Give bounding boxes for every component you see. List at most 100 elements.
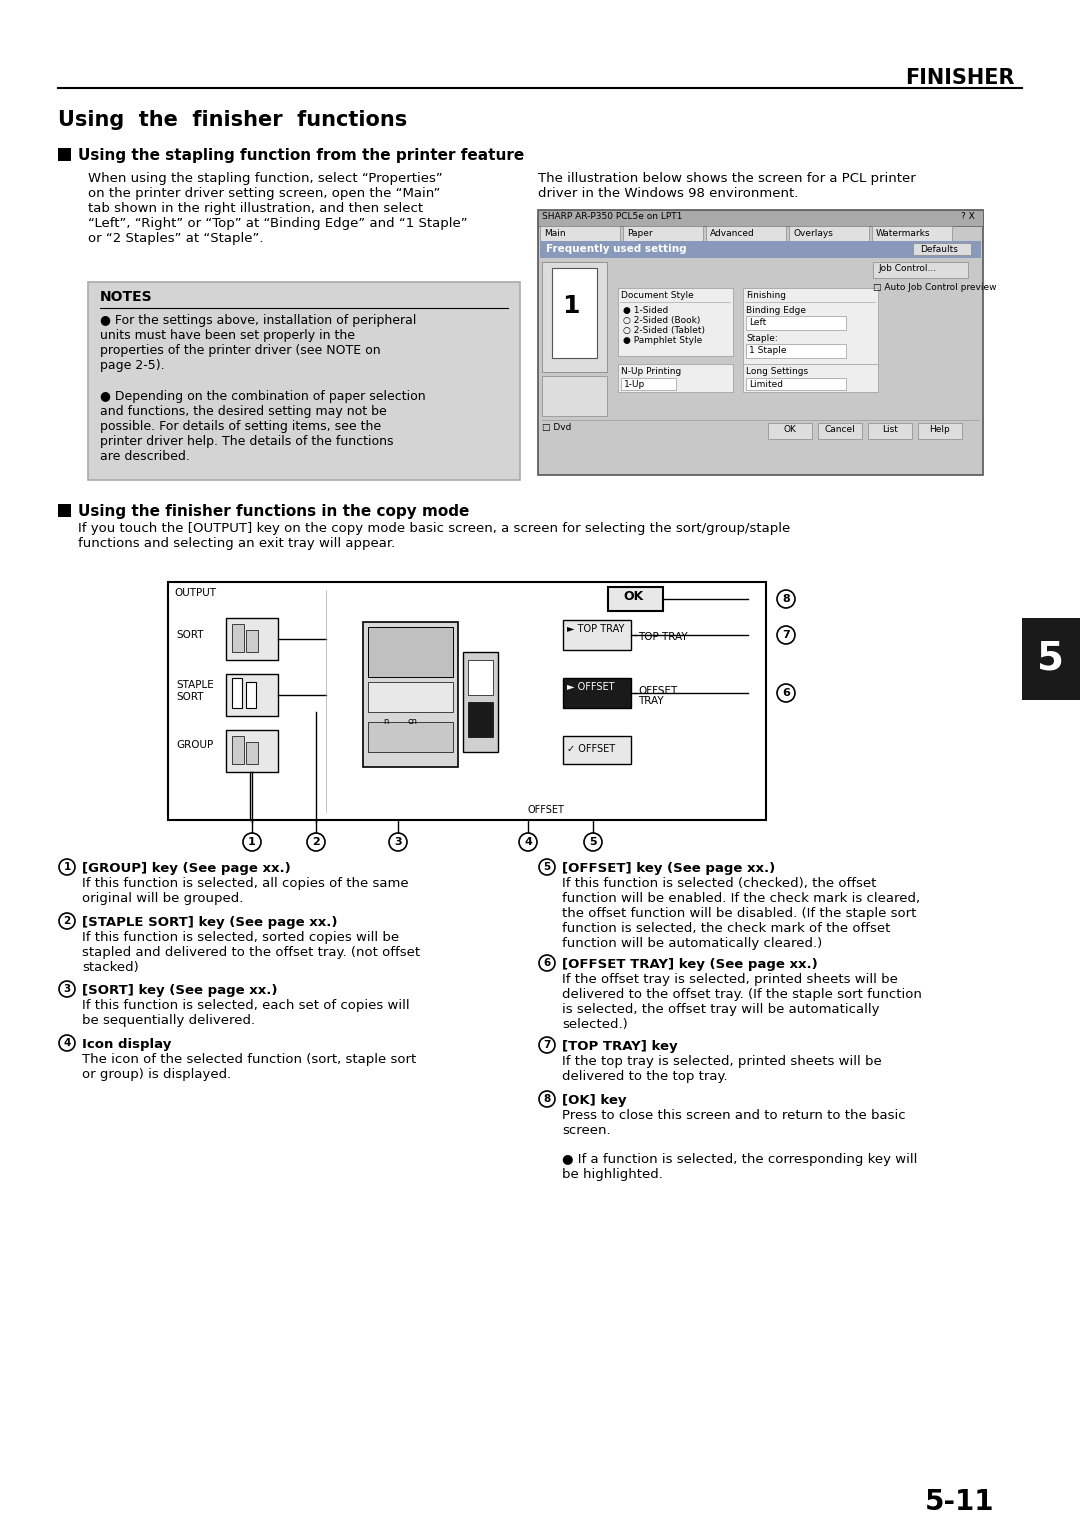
- Text: If this function is selected, each set of copies will
be sequentially delivered.: If this function is selected, each set o…: [82, 999, 409, 1027]
- Text: If you touch the [OUTPUT] key on the copy mode basic screen, a screen for select: If you touch the [OUTPUT] key on the cop…: [78, 523, 791, 550]
- Bar: [246, 743, 258, 764]
- Text: 2: 2: [64, 915, 70, 926]
- Text: If the offset tray is selected, printed sheets will be
delivered to the offset t: If the offset tray is selected, printed …: [562, 973, 922, 1031]
- Text: If this function is selected, all copies of the same
original will be grouped.: If this function is selected, all copies…: [82, 877, 408, 905]
- Bar: [542, 261, 607, 371]
- Bar: [743, 287, 878, 368]
- Text: TRAY: TRAY: [638, 695, 663, 706]
- Bar: [913, 243, 971, 255]
- Bar: [226, 617, 278, 660]
- Bar: [368, 626, 453, 677]
- Bar: [818, 423, 862, 439]
- Text: ✓ OFFSET: ✓ OFFSET: [567, 744, 616, 753]
- Text: 1: 1: [248, 837, 256, 847]
- Bar: [58, 148, 71, 160]
- Text: cn: cn: [408, 717, 418, 726]
- Bar: [872, 226, 951, 241]
- Bar: [368, 723, 453, 752]
- Text: NOTES: NOTES: [100, 290, 152, 304]
- Text: 7: 7: [782, 630, 789, 640]
- Text: [TOP TRAY] key: [TOP TRAY] key: [562, 1041, 677, 1053]
- Bar: [368, 681, 453, 712]
- Text: ○ 2-Sided (Book): ○ 2-Sided (Book): [623, 316, 700, 325]
- Bar: [618, 287, 733, 356]
- Bar: [621, 377, 676, 390]
- Bar: [868, 423, 912, 439]
- Text: 2: 2: [312, 837, 320, 847]
- Text: 6: 6: [543, 958, 551, 969]
- Bar: [232, 678, 242, 707]
- Bar: [246, 681, 256, 707]
- Bar: [1022, 617, 1080, 700]
- Text: ● Depending on the combination of paper selection
and functions, the desired set: ● Depending on the combination of paper …: [100, 390, 426, 463]
- Bar: [87, 283, 519, 480]
- Bar: [563, 678, 631, 707]
- Bar: [468, 660, 492, 695]
- Text: [STAPLE SORT] key (See page xx.): [STAPLE SORT] key (See page xx.): [82, 915, 337, 929]
- Text: 3: 3: [394, 837, 402, 847]
- Bar: [743, 364, 878, 393]
- Bar: [746, 316, 846, 330]
- Bar: [618, 364, 733, 393]
- Bar: [226, 730, 278, 772]
- Text: ● Pamphlet Style: ● Pamphlet Style: [623, 336, 702, 345]
- Text: 5: 5: [543, 862, 551, 872]
- Bar: [746, 377, 846, 390]
- Text: Using  the  finisher  functions: Using the finisher functions: [58, 110, 407, 130]
- Text: □ Dvd: □ Dvd: [542, 423, 571, 432]
- Text: 1-Up: 1-Up: [624, 380, 645, 390]
- Text: OK: OK: [784, 425, 796, 434]
- Text: FINISHER: FINISHER: [905, 69, 1014, 89]
- Bar: [538, 209, 983, 226]
- Text: GROUP: GROUP: [176, 740, 213, 750]
- Text: SORT: SORT: [176, 692, 203, 701]
- Text: 4: 4: [64, 1038, 70, 1048]
- Bar: [246, 630, 258, 652]
- Text: 6: 6: [782, 688, 789, 698]
- Text: OFFSET: OFFSET: [638, 686, 677, 695]
- Text: 8: 8: [543, 1094, 551, 1105]
- Bar: [538, 209, 983, 475]
- Text: 1: 1: [64, 862, 70, 872]
- Text: ► OFFSET: ► OFFSET: [567, 681, 615, 692]
- Bar: [873, 261, 968, 278]
- Text: ○ 2-Sided (Tablet): ○ 2-Sided (Tablet): [623, 325, 705, 335]
- Text: SHARP AR-P350 PCL5e on LPT1: SHARP AR-P350 PCL5e on LPT1: [542, 212, 683, 222]
- Bar: [363, 622, 458, 767]
- Text: List: List: [882, 425, 897, 434]
- Text: Job Control...: Job Control...: [878, 264, 936, 274]
- Text: The illustration below shows the screen for a PCL printer
driver in the Windows : The illustration below shows the screen …: [538, 173, 916, 200]
- Text: OUTPUT: OUTPUT: [174, 588, 216, 597]
- Bar: [232, 736, 244, 764]
- Bar: [542, 376, 607, 416]
- Text: STAPLE: STAPLE: [176, 680, 214, 691]
- Text: The icon of the selected function (sort, staple sort
or group) is displayed.: The icon of the selected function (sort,…: [82, 1053, 416, 1080]
- Bar: [563, 736, 631, 764]
- Text: 1: 1: [563, 293, 580, 318]
- Text: Watermarks: Watermarks: [876, 229, 931, 238]
- Bar: [463, 652, 498, 752]
- Text: 1 Staple: 1 Staple: [750, 345, 786, 354]
- Text: 5-11: 5-11: [926, 1488, 995, 1516]
- Text: 8: 8: [782, 594, 789, 604]
- Bar: [623, 226, 703, 241]
- Bar: [563, 620, 631, 649]
- Text: Overlays: Overlays: [793, 229, 833, 238]
- Text: Cancel: Cancel: [825, 425, 855, 434]
- Text: Defaults: Defaults: [920, 244, 958, 254]
- Bar: [608, 587, 663, 611]
- Bar: [232, 623, 244, 652]
- Bar: [168, 582, 766, 821]
- Text: ● 1-Sided: ● 1-Sided: [623, 306, 669, 315]
- Text: ● For the settings above, installation of peripheral
units must have been set pr: ● For the settings above, installation o…: [100, 313, 417, 371]
- Text: If this function is selected (checked), the offset
function will be enabled. If : If this function is selected (checked), …: [562, 877, 920, 950]
- Text: Main: Main: [544, 229, 566, 238]
- Bar: [918, 423, 962, 439]
- Text: [SORT] key (See page xx.): [SORT] key (See page xx.): [82, 984, 278, 996]
- Text: Left: Left: [750, 318, 766, 327]
- Text: n: n: [383, 717, 389, 726]
- Text: Press to close this screen and to return to the basic
screen.: Press to close this screen and to return…: [562, 1109, 906, 1137]
- Text: Finishing: Finishing: [746, 290, 786, 299]
- Bar: [540, 226, 620, 241]
- Bar: [768, 423, 812, 439]
